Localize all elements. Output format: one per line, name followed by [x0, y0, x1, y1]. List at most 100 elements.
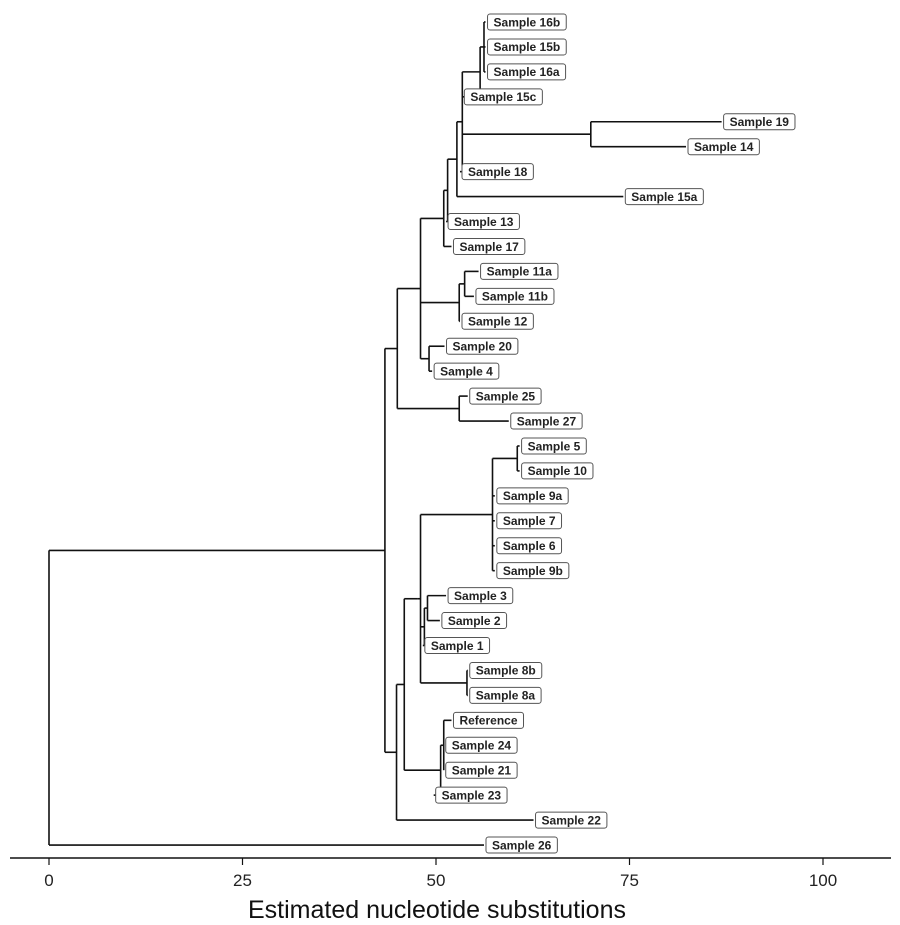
tip-label: Sample 2: [441, 612, 508, 630]
tip-label-text: Sample 16a: [494, 65, 560, 79]
tip-label-box: [461, 312, 534, 330]
tip-label: Sample 15b: [487, 38, 567, 56]
tip-label: Sample 17: [452, 237, 526, 255]
tip-label-text: Sample 18: [468, 165, 528, 179]
tip-label-text: Sample 15a: [631, 190, 697, 204]
x-tick-label: 100: [809, 871, 837, 890]
tip-label-text: Sample 13: [454, 215, 514, 229]
tip-label: Sample 5: [521, 437, 587, 455]
tip-label-text: Sample 8a: [476, 689, 536, 703]
tip-label: Sample 8b: [469, 661, 543, 679]
tip-label-text: Sample 4: [440, 364, 493, 378]
tip-label-text: Sample 25: [476, 389, 536, 403]
tip-label: Sample 8a: [469, 686, 542, 704]
tip-label: Sample 27: [510, 412, 583, 430]
tip-label-box: [496, 487, 569, 505]
tip-label: Sample 19: [723, 113, 796, 131]
tip-label: Sample 18: [461, 163, 534, 181]
tip-labels: Sample 16b Sample 15b Sample 16a Sample 15c…: [424, 13, 796, 854]
tree-branches: [48, 21, 722, 846]
tip-label: Sample 9a: [496, 487, 569, 505]
tip-label: Sample 20: [446, 337, 519, 355]
tip-label-text: Sample 21: [452, 764, 512, 778]
tip-label: Sample 11a: [480, 262, 559, 280]
tip-label-text: Sample 11b: [482, 290, 548, 304]
tip-label: Sample 16b: [487, 13, 567, 31]
tip-label: Sample 21: [445, 761, 518, 779]
tip-label-box: [447, 213, 520, 231]
tip-label-box: [463, 88, 543, 106]
tip-label-text: Sample 2: [448, 614, 501, 628]
tip-label-box: [424, 637, 491, 654]
tip-label-text: Sample 27: [517, 414, 577, 428]
tip-label-box: [496, 537, 563, 555]
tip-label-box: [446, 337, 519, 355]
tip-label: Sample 4: [433, 362, 500, 380]
tip-label: Sample 15c: [463, 88, 543, 106]
tip-label-text: Sample 15b: [494, 40, 561, 54]
tip-label-text: Sample 16b: [494, 15, 561, 29]
tip-label-box: [469, 661, 543, 679]
tip-label-box: [435, 786, 508, 804]
tip-label: Sample 1: [424, 637, 491, 654]
tip-label-box: [452, 711, 525, 729]
tip-label-text: Sample 3: [454, 589, 507, 603]
tip-label: Sample 16a: [487, 63, 567, 81]
tip-label: Sample 12: [461, 312, 534, 330]
tip-label-text: Sample 10: [528, 464, 588, 478]
tip-label: Sample 23: [435, 786, 508, 804]
tip-label-box: [433, 362, 500, 380]
tip-label-box: [445, 736, 518, 754]
tip-label-box: [535, 811, 608, 829]
tip-label: Sample 26: [485, 836, 558, 854]
tip-label: Sample 24: [445, 736, 518, 754]
tip-label-box: [487, 13, 567, 31]
tip-label-box: [475, 287, 555, 305]
tip-label-box: [485, 836, 558, 854]
tip-label: Sample 22: [535, 811, 608, 829]
tip-label-text: Sample 6: [503, 539, 556, 553]
tip-label-box: [461, 163, 534, 181]
tip-label-box: [496, 562, 570, 580]
tip-label-text: Sample 23: [442, 788, 502, 802]
tip-label-text: Sample 7: [503, 514, 556, 528]
tip-label-text: Sample 8b: [476, 664, 536, 678]
tip-label: Sample 6: [496, 537, 563, 555]
x-axis: 0 25 50 75 100: [10, 857, 891, 890]
tip-label-box: [687, 138, 760, 156]
tip-label: Sample 7: [496, 512, 563, 530]
x-tick-label: 50: [427, 871, 446, 890]
tip-label-text: Sample 19: [730, 115, 790, 129]
tip-label-text: Sample 9a: [503, 489, 563, 503]
tip-label: Sample 3: [447, 587, 514, 605]
tip-label-box: [624, 188, 704, 206]
tip-label-text: Reference: [459, 714, 517, 728]
tip-label: Sample 15a: [624, 188, 704, 206]
tip-label-box: [469, 387, 542, 405]
tip-label-text: Sample 5: [528, 439, 581, 453]
tip-label-box: [445, 761, 518, 779]
x-tick-label: 0: [44, 871, 53, 890]
tip-label-text: Sample 12: [468, 315, 528, 329]
tip-label-box: [510, 412, 583, 430]
x-axis-ticks: 0 25 50 75 100: [44, 858, 837, 890]
tip-label-text: Sample 15c: [470, 90, 536, 104]
tip-label-box: [521, 437, 587, 455]
tip-label-box: [487, 63, 567, 81]
x-tick-label: 25: [233, 871, 252, 890]
tip-label-text: Sample 26: [492, 838, 552, 852]
tip-label: Sample 25: [469, 387, 542, 405]
tip-label-box: [723, 113, 796, 131]
tip-label: Sample 10: [521, 462, 594, 480]
tip-label: Sample 13: [447, 213, 520, 231]
tip-label: Sample 14: [687, 138, 760, 156]
tip-label-text: Sample 1: [431, 639, 484, 653]
tip-label-box: [480, 262, 559, 280]
tip-label-box: [447, 587, 514, 605]
tip-label-text: Sample 20: [453, 340, 513, 354]
tip-label-text: Sample 11a: [487, 265, 553, 279]
tip-label-box: [496, 512, 563, 530]
tip-label: Sample 11b: [475, 287, 555, 305]
tip-label-text: Sample 14: [694, 140, 754, 154]
